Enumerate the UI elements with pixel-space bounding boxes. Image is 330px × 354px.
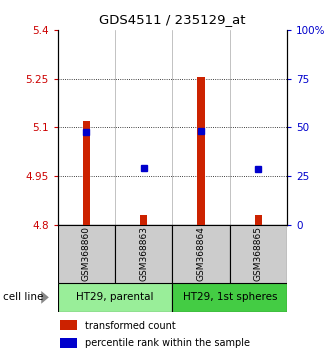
Bar	[173, 283, 287, 312]
Bar	[115, 225, 173, 283]
Bar	[140, 215, 148, 225]
Text: HT29, parental: HT29, parental	[76, 292, 154, 302]
Title: GDS4511 / 235129_at: GDS4511 / 235129_at	[99, 13, 246, 26]
Bar	[60, 320, 77, 330]
Text: GSM368860: GSM368860	[82, 227, 91, 281]
Bar	[230, 225, 287, 283]
Text: percentile rank within the sample: percentile rank within the sample	[85, 338, 250, 348]
Bar	[83, 121, 90, 225]
Bar	[255, 215, 262, 225]
Text: cell line: cell line	[3, 292, 44, 302]
Bar	[197, 77, 205, 225]
Text: GSM368865: GSM368865	[254, 227, 263, 281]
Bar	[58, 283, 173, 312]
Bar	[173, 225, 230, 283]
Bar	[60, 338, 77, 348]
Text: GSM368863: GSM368863	[139, 227, 148, 281]
Text: HT29, 1st spheres: HT29, 1st spheres	[182, 292, 277, 302]
Bar	[58, 225, 115, 283]
Text: GSM368864: GSM368864	[197, 227, 206, 281]
Text: transformed count: transformed count	[85, 320, 176, 331]
